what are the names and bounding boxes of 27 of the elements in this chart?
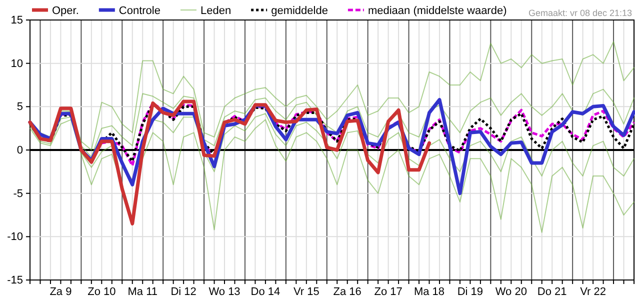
x-tick-label: Wo 13 [208, 286, 240, 298]
y-tick-label: 5 [16, 101, 23, 114]
x-tick-label: Vr 22 [580, 286, 606, 298]
y-tick-label: -15 [7, 274, 23, 287]
y-tick-label: -5 [13, 188, 23, 200]
x-tick-label: Zo 10 [88, 286, 116, 298]
y-tick-label: 15 [10, 14, 23, 27]
x-tick-label: Wo 20 [495, 286, 527, 298]
y-tick-label: 0 [16, 144, 23, 157]
x-tick-label: Za 16 [333, 286, 362, 298]
x-tick-label: Ma 18 [414, 286, 445, 298]
text: Gemaakt: vr 08 dec 21:13 [528, 8, 632, 18]
legend-label: mediaan (middelste waarde) [368, 5, 507, 17]
y-tick-label: 10 [10, 58, 23, 70]
x-tick-label: Di 19 [457, 286, 484, 298]
x-tick-label: Do 21 [537, 286, 567, 298]
x-tick-label: Di 12 [170, 286, 196, 298]
x-tick-label: Do 14 [250, 286, 280, 298]
x-tick-label: Za 9 [50, 286, 72, 298]
legend-label: Controle [118, 5, 160, 17]
y-tick-label: -10 [7, 231, 23, 244]
x-tick-label: Ma 11 [128, 286, 158, 298]
legend-label: Leden [200, 5, 232, 17]
x-tick-label: Vr 15 [293, 286, 320, 298]
legend-label: gemiddelde [271, 5, 328, 17]
legend-label: Oper. [52, 5, 79, 17]
x-tick-label: Zo 17 [374, 286, 402, 298]
